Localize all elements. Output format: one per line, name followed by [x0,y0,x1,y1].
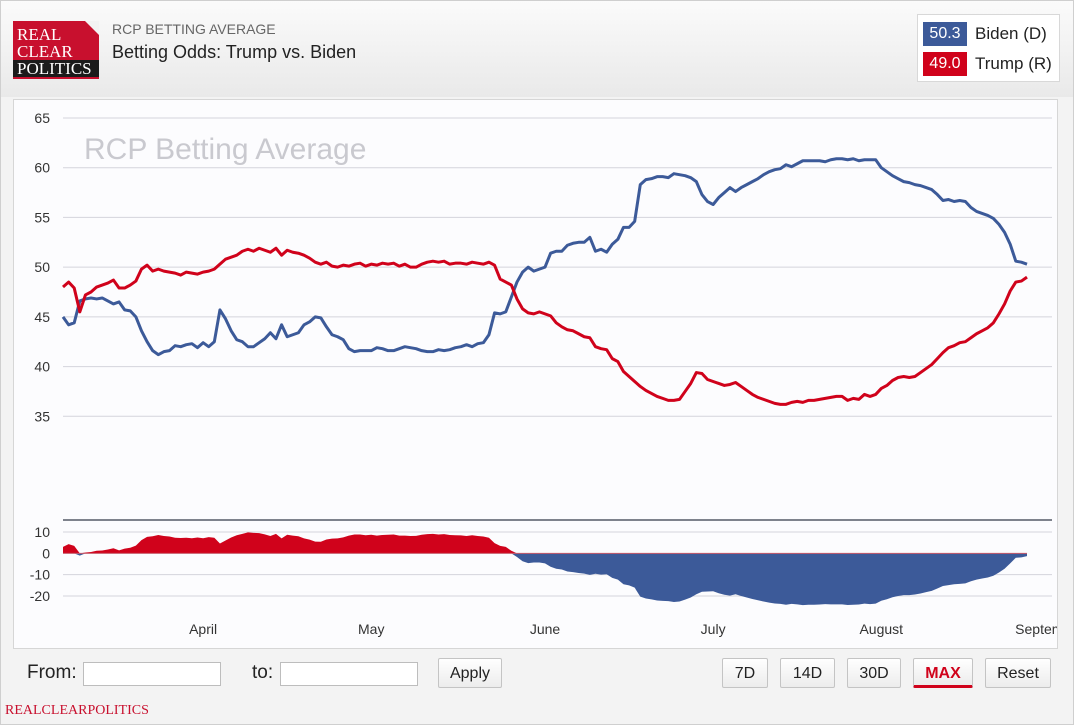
legend-biden-name: Biden (D) [975,24,1047,43]
series-line-biden [61,157,1028,357]
from-date-input[interactable] [83,662,221,686]
apply-button[interactable]: Apply [438,658,502,688]
y-tick-label: 50 [34,259,50,275]
y-tick-label: 65 [34,110,50,126]
spread-tick-label: 0 [42,545,50,561]
legend: 50.3 Biden (D) 49.0 Trump (R) [917,14,1060,82]
logo-line-3: POLITICS [13,60,99,77]
logo-line-2: CLEAR [17,42,73,61]
series-line-trump [62,246,1028,406]
y-tick-label: 40 [34,359,50,375]
to-label: to: [252,662,274,683]
x-tick-label: August [859,621,903,637]
spread-tick-label: -20 [30,588,50,604]
rcp-logo[interactable]: REAL CLEAR POLITICS [13,21,99,79]
spread-tick-label: -10 [30,567,50,583]
to-date-input[interactable] [280,662,418,686]
header: REAL CLEAR POLITICS RCP BETTING AVERAGE … [1,1,1073,97]
legend-biden-value: 50.3 [923,22,967,46]
legend-item-biden[interactable]: 50.3 Biden (D) [923,22,1047,46]
y-tick-label: 60 [34,160,50,176]
x-tick-label: June [530,621,561,637]
logo-corner [85,21,99,35]
range-max-button[interactable]: MAX [913,658,973,688]
logo-line-1: REAL [17,25,62,44]
y-tick-label: 35 [34,408,50,424]
spread-tick-label: 10 [34,524,50,540]
y-tick-label: 45 [34,309,50,325]
chart-subtitle: RCP BETTING AVERAGE [112,21,276,37]
reset-button[interactable]: Reset [985,658,1051,688]
legend-trump-name: Trump (R) [975,54,1052,73]
x-tick-label: September [1015,621,1057,637]
chart-title: Betting Odds: Trump vs. Biden [112,42,357,62]
legend-item-trump[interactable]: 49.0 Trump (R) [923,52,1052,76]
spread-area-biden-lead [63,553,1027,606]
legend-trump-value: 49.0 [923,52,967,76]
x-tick-label: May [358,621,384,637]
range-14d-button[interactable]: 14D [780,658,835,688]
range-30d-button[interactable]: 30D [847,658,901,688]
footer-brand[interactable]: REALCLEARPOLITICS [5,703,149,718]
chart-area[interactable]: 35 40 45 50 55 60 65 RCP Betting Average 10 0 -10 -… [13,99,1058,649]
chart-svg: 35 40 45 50 55 60 65 RCP Betting Average 10 0 -10 -… [30,110,1057,637]
spread-area-trump-lead [63,532,1027,554]
x-tick-label: July [701,621,726,637]
from-label: From: [27,662,77,683]
range-7d-button[interactable]: 7D [722,658,768,688]
x-tick-label: April [189,621,217,637]
y-tick-label: 55 [34,209,50,225]
controls-bar: From: to: Apply 7D 14D 30D MAX Reset [1,651,1073,699]
chart-watermark-title: RCP Betting Average [84,133,366,166]
